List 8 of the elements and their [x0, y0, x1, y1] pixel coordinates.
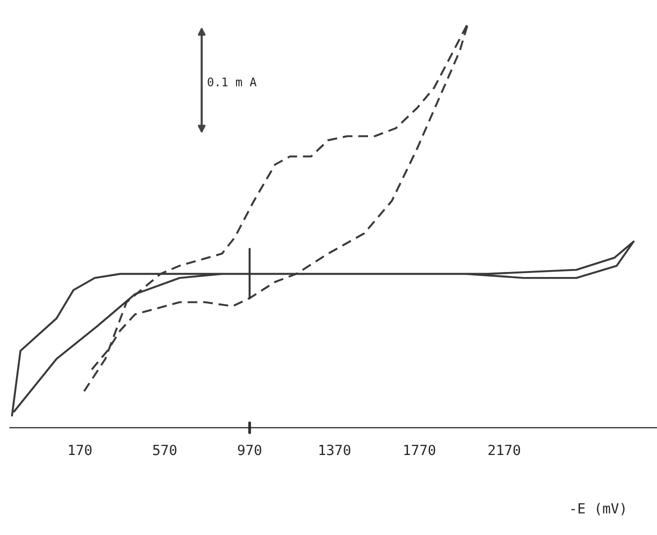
x-axis-title: -E (mV) — [571, 502, 625, 516]
x-tick-label: 1370 — [319, 444, 350, 456]
annotation: 0.1 m A — [208, 77, 256, 86]
x-tick-label: 1770 — [404, 444, 436, 456]
x-tick-label: 570 — [153, 444, 176, 456]
x-tick-label: 2170 — [488, 444, 520, 456]
x-tick-label: 970 — [238, 444, 262, 456]
x-tick-label: 170 — [69, 444, 92, 456]
